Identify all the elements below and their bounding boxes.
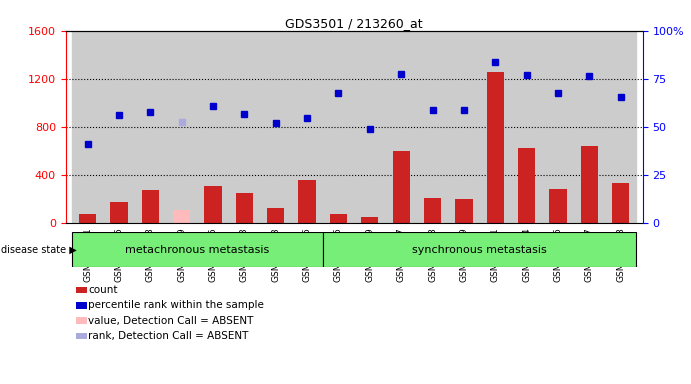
Bar xyxy=(229,31,260,223)
Text: value, Detection Call = ABSENT: value, Detection Call = ABSENT xyxy=(88,316,254,326)
Bar xyxy=(392,151,410,223)
Bar xyxy=(486,71,504,223)
Bar xyxy=(198,31,229,223)
Bar xyxy=(299,180,316,223)
Text: disease state ▶: disease state ▶ xyxy=(1,245,77,255)
Bar xyxy=(612,183,630,223)
Text: rank, Detection Call = ABSENT: rank, Detection Call = ABSENT xyxy=(88,331,249,341)
Text: metachronous metastasis: metachronous metastasis xyxy=(125,245,269,255)
Bar xyxy=(173,210,190,223)
Bar xyxy=(236,193,253,223)
Bar xyxy=(135,31,166,223)
Bar xyxy=(72,31,103,223)
Bar xyxy=(260,31,292,223)
Bar xyxy=(580,146,598,223)
Bar xyxy=(142,190,159,223)
Text: percentile rank within the sample: percentile rank within the sample xyxy=(88,300,264,310)
Bar xyxy=(292,31,323,223)
Bar xyxy=(480,31,511,223)
Bar xyxy=(72,232,323,267)
Bar xyxy=(166,31,198,223)
Title: GDS3501 / 213260_at: GDS3501 / 213260_at xyxy=(285,17,423,30)
Bar xyxy=(330,214,347,223)
Bar xyxy=(455,199,473,223)
Bar xyxy=(511,31,542,223)
Bar xyxy=(103,31,135,223)
Bar xyxy=(267,208,285,223)
Bar xyxy=(361,217,379,223)
Bar xyxy=(549,189,567,223)
Bar xyxy=(205,185,222,223)
Bar xyxy=(518,148,536,223)
Text: count: count xyxy=(88,285,117,295)
Bar xyxy=(323,232,636,267)
Bar xyxy=(424,197,441,223)
Bar xyxy=(448,31,480,223)
Bar xyxy=(111,202,128,223)
Bar xyxy=(574,31,605,223)
Bar xyxy=(605,31,636,223)
Text: synchronous metastasis: synchronous metastasis xyxy=(413,245,547,255)
Bar xyxy=(542,31,574,223)
Bar xyxy=(417,31,448,223)
Bar xyxy=(323,31,354,223)
Bar xyxy=(79,214,96,223)
Bar xyxy=(386,31,417,223)
Bar xyxy=(354,31,386,223)
